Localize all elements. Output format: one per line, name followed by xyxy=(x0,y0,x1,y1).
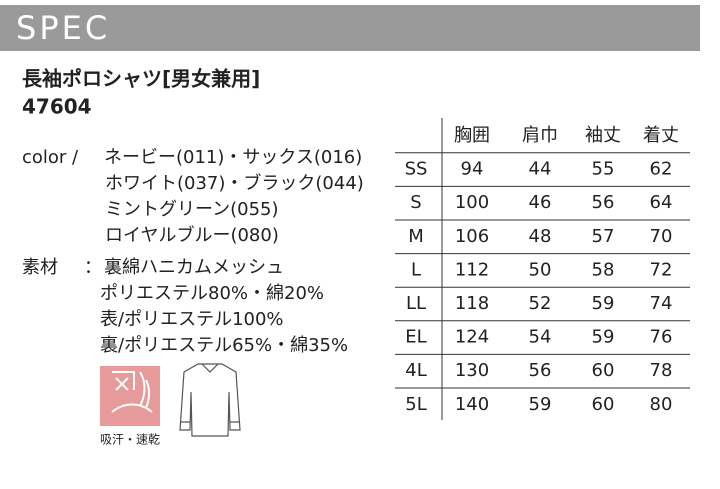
size-value: 76 xyxy=(650,327,673,348)
material-item: 裏綿ハニカムメッシュ xyxy=(104,257,284,278)
size-value: 57 xyxy=(592,226,615,247)
size-value: 60 xyxy=(592,360,615,381)
size-value: 124 xyxy=(455,327,489,348)
size-value: 64 xyxy=(650,192,673,213)
size-label: M xyxy=(408,226,424,247)
material-item: 裏/ポリエステル65%・綿35% xyxy=(100,335,348,356)
product-name: 長袖ポロシャツ[男女兼用] xyxy=(22,67,260,91)
size-value: 55 xyxy=(592,159,615,180)
size-label: S xyxy=(410,192,421,213)
size-value: 56 xyxy=(592,192,615,213)
color-label: color / xyxy=(22,147,79,168)
product-code: 47604 xyxy=(22,95,92,119)
color-item: ネービー(011)・サックス(016) xyxy=(104,147,362,168)
size-label: 4L xyxy=(405,360,426,381)
size-value: 94 xyxy=(461,159,484,180)
size-value: 78 xyxy=(650,360,673,381)
size-label: L xyxy=(411,259,421,280)
column-header: 胸囲 xyxy=(454,125,490,146)
column-header: 袖丈 xyxy=(585,125,621,146)
icon xyxy=(100,366,160,426)
size-value: 59 xyxy=(592,293,615,314)
size-value: 44 xyxy=(529,159,552,180)
size-value: 130 xyxy=(455,360,489,381)
icon-label: 吸汗・速乾 xyxy=(100,433,160,447)
size-value: 54 xyxy=(529,327,552,348)
color-item: ホワイト(037)・ブラック(044) xyxy=(105,172,364,194)
material-separator: ： xyxy=(84,257,102,278)
header-bar xyxy=(0,5,700,51)
size-label: EL xyxy=(405,327,426,348)
size-value: 106 xyxy=(455,226,489,247)
color-item: ミントグリーン(055) xyxy=(105,199,279,220)
size-value: 140 xyxy=(455,394,489,415)
size-value: 52 xyxy=(529,293,552,314)
size-label: SS xyxy=(405,159,428,180)
size-value: 62 xyxy=(650,159,673,180)
size-value: 50 xyxy=(529,259,552,280)
header-title: SPEC xyxy=(16,9,110,47)
column-header: 肩巾 xyxy=(522,125,558,146)
material-item: ポリエステル80%・綿20% xyxy=(100,283,324,304)
material-item: 表/ポリエステル100% xyxy=(100,309,284,330)
size-value: 46 xyxy=(529,192,552,213)
size-label: LL xyxy=(406,293,426,314)
size-value: 58 xyxy=(592,259,615,280)
size-value: 74 xyxy=(650,293,673,314)
column-header: 着丈 xyxy=(643,125,679,146)
shirt-drawing xyxy=(179,363,241,437)
size-value: 48 xyxy=(529,226,552,247)
size-label: 5L xyxy=(405,394,426,415)
color-item: ロイヤルブルー(080) xyxy=(105,224,279,246)
size-value: 118 xyxy=(455,293,489,314)
size-value: 59 xyxy=(592,327,615,348)
material-label: 素材 xyxy=(22,257,58,278)
size-value: 70 xyxy=(650,226,673,247)
size-value: 112 xyxy=(455,259,489,280)
size-value: 60 xyxy=(592,394,615,415)
size-value: 56 xyxy=(529,360,552,381)
size-value: 72 xyxy=(650,259,673,280)
size-value: 100 xyxy=(455,192,489,213)
size-value: 80 xyxy=(650,394,673,415)
size-value: 59 xyxy=(529,394,552,415)
